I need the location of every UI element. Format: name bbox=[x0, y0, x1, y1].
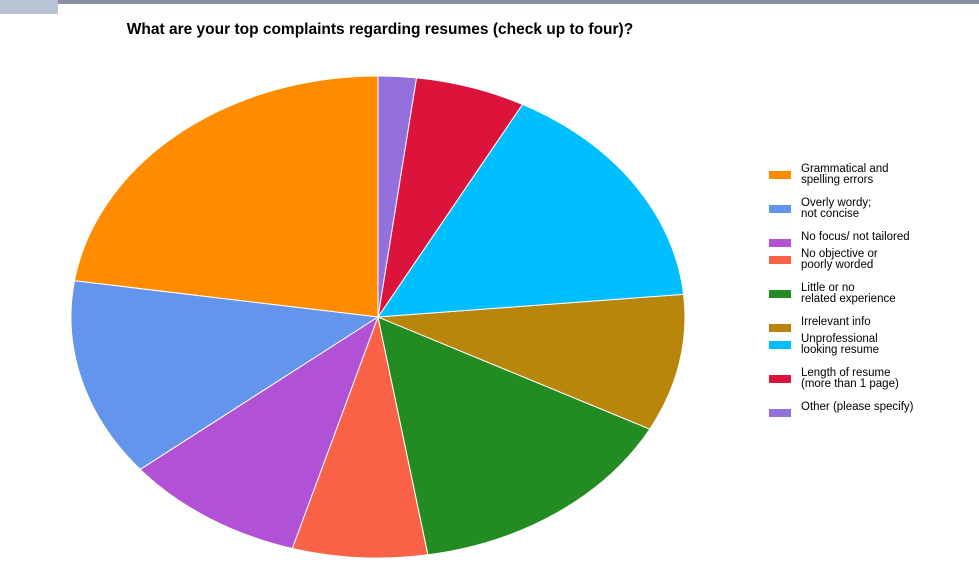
pie-slice-1 bbox=[70, 280, 380, 471]
pie-slice-4 bbox=[377, 316, 651, 556]
legend-label: Grammatical and spelling errors bbox=[801, 163, 889, 186]
pie-slice-8 bbox=[377, 75, 418, 318]
legend-item: Other (please specify) bbox=[767, 401, 977, 419]
legend-swatch bbox=[769, 290, 791, 298]
legend-item: Irrelevant info bbox=[767, 316, 977, 334]
legend-item: Overly wordy; not concise bbox=[767, 197, 977, 232]
chart-title: What are your top complaints regarding r… bbox=[126, 21, 634, 38]
legend-item: Little or no related experience bbox=[767, 282, 977, 317]
legend-swatch bbox=[769, 341, 791, 349]
legend-swatch bbox=[769, 324, 791, 332]
legend-label: Little or no related experience bbox=[801, 282, 896, 305]
legend-label: No objective or poorly worded bbox=[801, 248, 878, 271]
legend-label: Irrelevant info bbox=[801, 316, 871, 328]
pie-slice-3 bbox=[291, 315, 429, 559]
legend-swatch bbox=[769, 205, 791, 213]
legend-label: Overly wordy; not concise bbox=[801, 197, 872, 220]
legend-swatch bbox=[769, 375, 791, 383]
legend-item: No objective or poorly worded bbox=[767, 248, 977, 283]
top-corner-accent bbox=[0, 0, 58, 14]
legend-swatch bbox=[769, 409, 791, 417]
legend-swatch bbox=[769, 256, 791, 264]
legend-item: Length of resume (more than 1 page) bbox=[767, 367, 977, 402]
pie-slice-0 bbox=[73, 75, 379, 318]
legend-item: No focus/ not tailored bbox=[767, 231, 977, 249]
legend-label: Length of resume (more than 1 page) bbox=[801, 367, 899, 390]
chart-legend: Grammatical and spelling errors Overly wo… bbox=[767, 163, 977, 419]
legend-swatch bbox=[769, 171, 791, 179]
legend-item: Unprofessional looking resume bbox=[767, 333, 977, 368]
legend-label: No focus/ not tailored bbox=[801, 231, 910, 243]
legend-swatch bbox=[769, 239, 791, 247]
top-border-bar bbox=[0, 0, 979, 4]
legend-label: Other (please specify) bbox=[801, 401, 914, 413]
legend-item: Grammatical and spelling errors bbox=[767, 163, 977, 198]
pie-slice-2 bbox=[139, 315, 379, 550]
pie-slice-6 bbox=[377, 103, 685, 318]
pie-slice-5 bbox=[377, 293, 686, 430]
legend-label: Unprofessional looking resume bbox=[801, 333, 879, 356]
